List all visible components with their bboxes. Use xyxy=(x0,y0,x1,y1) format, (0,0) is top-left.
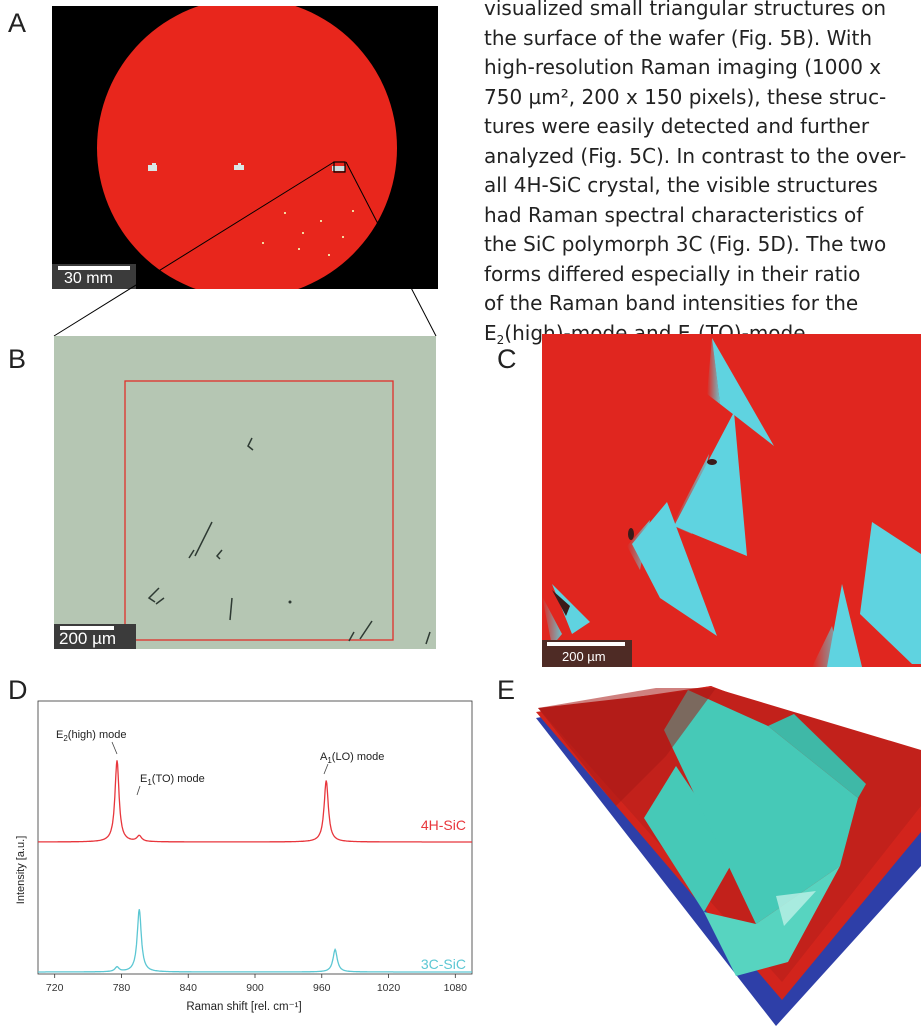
leader-e2 xyxy=(111,741,118,755)
text-line: forms differed especially in their ratio xyxy=(484,261,861,286)
panel-label-a: A xyxy=(8,8,27,38)
panel-label-e: E xyxy=(497,675,516,705)
scale-bar-line xyxy=(547,642,625,646)
x-axis-ticks: 720 780 840 900 960 1020 1080 xyxy=(46,974,467,994)
crystal-left xyxy=(644,766,736,912)
dark-spots xyxy=(552,459,717,616)
text-line: of the Raman band intensities for the xyxy=(484,291,859,315)
scale-bar-line xyxy=(60,626,114,630)
dark-top xyxy=(538,688,716,806)
x-tick-label: 960 xyxy=(313,982,331,994)
scale-bar-c: 200 µm xyxy=(542,640,632,667)
scale-bar-label: 200 µm xyxy=(562,649,606,664)
series-label-4h-sic: 4H-SiC xyxy=(421,817,466,833)
microscope-svg xyxy=(124,380,431,645)
wafer-raman-map: 30 mm xyxy=(52,6,438,289)
crystal-highlight xyxy=(776,891,816,926)
raman-image-svg xyxy=(542,338,921,667)
roi-rectangle xyxy=(124,380,394,641)
crystal-center xyxy=(664,690,858,924)
x-tick-label: 1020 xyxy=(377,982,401,994)
defect-spots xyxy=(148,163,345,171)
sparse-dots xyxy=(262,210,354,256)
annotation-e2-high: E2(high) mode xyxy=(56,729,127,743)
scale-bar-label: 30 mm xyxy=(64,270,113,287)
annotation-e1-to: E1(TO) mode xyxy=(140,773,205,787)
scale-bar-b: 200 µm xyxy=(54,624,136,649)
panel-label-d: D xyxy=(8,675,28,705)
microscope-image: 200 µm xyxy=(54,336,436,649)
crystal-triangles xyxy=(542,338,921,667)
zoom-box xyxy=(333,161,346,173)
wafer-disc xyxy=(97,6,397,289)
peak-annotations: E2(high) mode E1(TO) mode A1(LO) mode xyxy=(56,729,384,796)
text-line: the SiC polymorph 3C (Fig. 5D). The two xyxy=(484,232,887,256)
panel-label-c: C xyxy=(497,344,517,374)
text-line: high-resolution Raman imaging (1000 x xyxy=(484,55,882,79)
panel-label-b: B xyxy=(8,344,27,374)
x-tick-label: 1080 xyxy=(444,982,468,994)
render-3d-svg xyxy=(536,686,921,1026)
text-line: 750 µm², 200 x 150 pixels), these struc- xyxy=(484,84,887,109)
plot-frame xyxy=(37,700,473,975)
x-tick-label: 720 xyxy=(46,982,64,994)
text-line: the surface of the wafer (Fig. 5B). With xyxy=(484,25,872,50)
text-line: had Raman spectral characteristics of xyxy=(484,202,864,227)
crystal-defects xyxy=(147,437,431,645)
text-line: analyzed (Fig. 5C). In contrast to the o… xyxy=(484,143,907,168)
scale-bar-label: 200 µm xyxy=(59,629,117,648)
leader-a1 xyxy=(323,763,329,775)
crystal-right xyxy=(768,714,866,798)
x-tick-label: 780 xyxy=(113,982,131,994)
x-axis-label: Raman shift [rel. cm⁻¹] xyxy=(186,1001,301,1013)
scale-bar-line xyxy=(58,266,130,270)
raman-image-c: 200 µm xyxy=(542,334,921,667)
text-line: all 4H-SiC crystal, the visible structur… xyxy=(484,173,878,197)
scale-bar-a: 30 mm xyxy=(52,264,136,289)
series-line-4h-sic xyxy=(38,760,472,843)
raman-spectra-chart: 720 780 840 900 960 1020 1080 4H-SiC 3C-SiC In… xyxy=(15,700,473,1013)
text-line: visualized small triangular structures o… xyxy=(484,0,887,20)
x-tick-label: 900 xyxy=(246,982,264,994)
y-axis-label: Intensity [a.u.] xyxy=(15,836,27,904)
raman-3d-render xyxy=(536,686,921,1032)
series-line-3c-sic xyxy=(38,909,472,973)
x-tick-label: 840 xyxy=(179,982,197,994)
text-line: tures were easily detected and further xyxy=(484,114,870,138)
series-label-3c-sic: 3C-SiC xyxy=(421,956,466,972)
annotation-a1-lo: A1(LO) mode xyxy=(320,751,384,765)
wafer-map-svg xyxy=(97,6,397,289)
leader-e1 xyxy=(136,785,141,796)
